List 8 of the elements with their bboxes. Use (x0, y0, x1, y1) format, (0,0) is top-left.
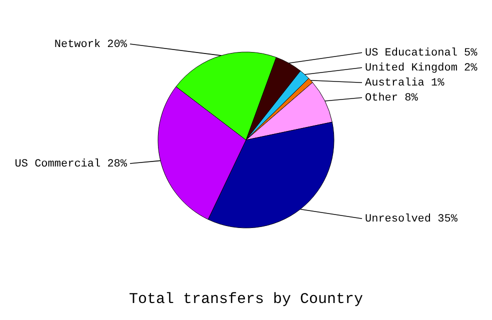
text: Total transfers by Country (128, 291, 364, 308)
slice-label: Other 8% (365, 92, 418, 105)
slice-label: Network 20% (54, 39, 128, 52)
slice-label: Unresolved 35% (365, 214, 458, 226)
slice-label: United Kingdom 2% (365, 62, 478, 75)
slice-label: US Commercial 28% (14, 158, 128, 170)
slice-label: Australia 1% (365, 78, 445, 90)
slice-label: US Educational 5% (365, 48, 478, 60)
